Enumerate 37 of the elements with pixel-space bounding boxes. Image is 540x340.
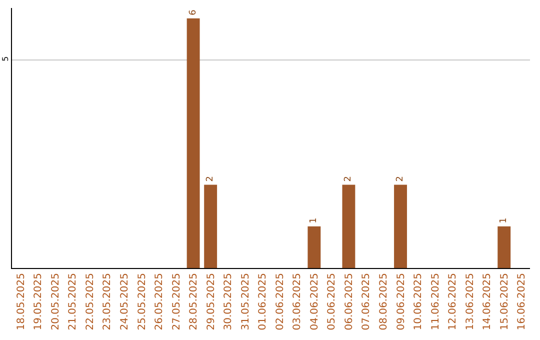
- x-tick-label: 01.06.2025: [258, 273, 269, 330]
- x-tick-label: 04.06.2025: [309, 273, 320, 330]
- x-tick-label: 16.06.2025: [516, 273, 528, 330]
- x-tick-label: 13.06.2025: [464, 273, 476, 330]
- x-tick-label: 31.05.2025: [240, 273, 252, 330]
- x-tick-label: 22.05.2025: [84, 273, 96, 330]
- x-tick-label: 18.05.2025: [16, 273, 27, 330]
- x-tick-label: 10.06.2025: [413, 273, 424, 330]
- x-tick-label: 06.06.2025: [344, 273, 355, 330]
- x-tick-label: 11.06.2025: [430, 273, 442, 330]
- x-tick-label: 25.05.2025: [136, 273, 148, 330]
- x-tick-label: 24.05.2025: [119, 273, 130, 330]
- y-tick-label: 5: [0, 56, 10, 62]
- x-tick-label: 26.05.2025: [154, 273, 166, 330]
- data-label: 2: [396, 176, 406, 182]
- x-tick-label: 19.05.2025: [33, 273, 44, 330]
- data-label: 2: [206, 176, 216, 182]
- x-tick-label: 08.06.2025: [378, 273, 390, 330]
- x-tick-label: 30.05.2025: [223, 273, 234, 330]
- x-tick-label: 20.05.2025: [50, 273, 62, 330]
- x-tick-label: 29.05.2025: [206, 273, 217, 330]
- x-tick-label: 27.05.2025: [171, 273, 182, 330]
- x-tick-label: 12.06.2025: [448, 273, 459, 330]
- x-tick-label: 07.06.2025: [361, 273, 372, 330]
- data-label: 1: [309, 218, 320, 224]
- x-tick-label: 09.06.2025: [396, 273, 407, 330]
- data-label: 6: [188, 9, 198, 16]
- x-tick-label: 21.05.2025: [68, 273, 79, 330]
- data-label: 1: [499, 218, 510, 224]
- data-label: 2: [344, 176, 354, 182]
- x-tick-label: 23.05.2025: [102, 273, 114, 330]
- x-tick-label: 02.06.2025: [274, 273, 286, 330]
- x-tick-label: 28.05.2025: [188, 273, 200, 330]
- x-tick-label: 15.06.2025: [499, 273, 510, 330]
- x-tick-label: 03.06.2025: [292, 273, 304, 330]
- x-tick-label: 05.06.2025: [326, 273, 338, 330]
- x-tick-label: 14.06.2025: [482, 273, 494, 330]
